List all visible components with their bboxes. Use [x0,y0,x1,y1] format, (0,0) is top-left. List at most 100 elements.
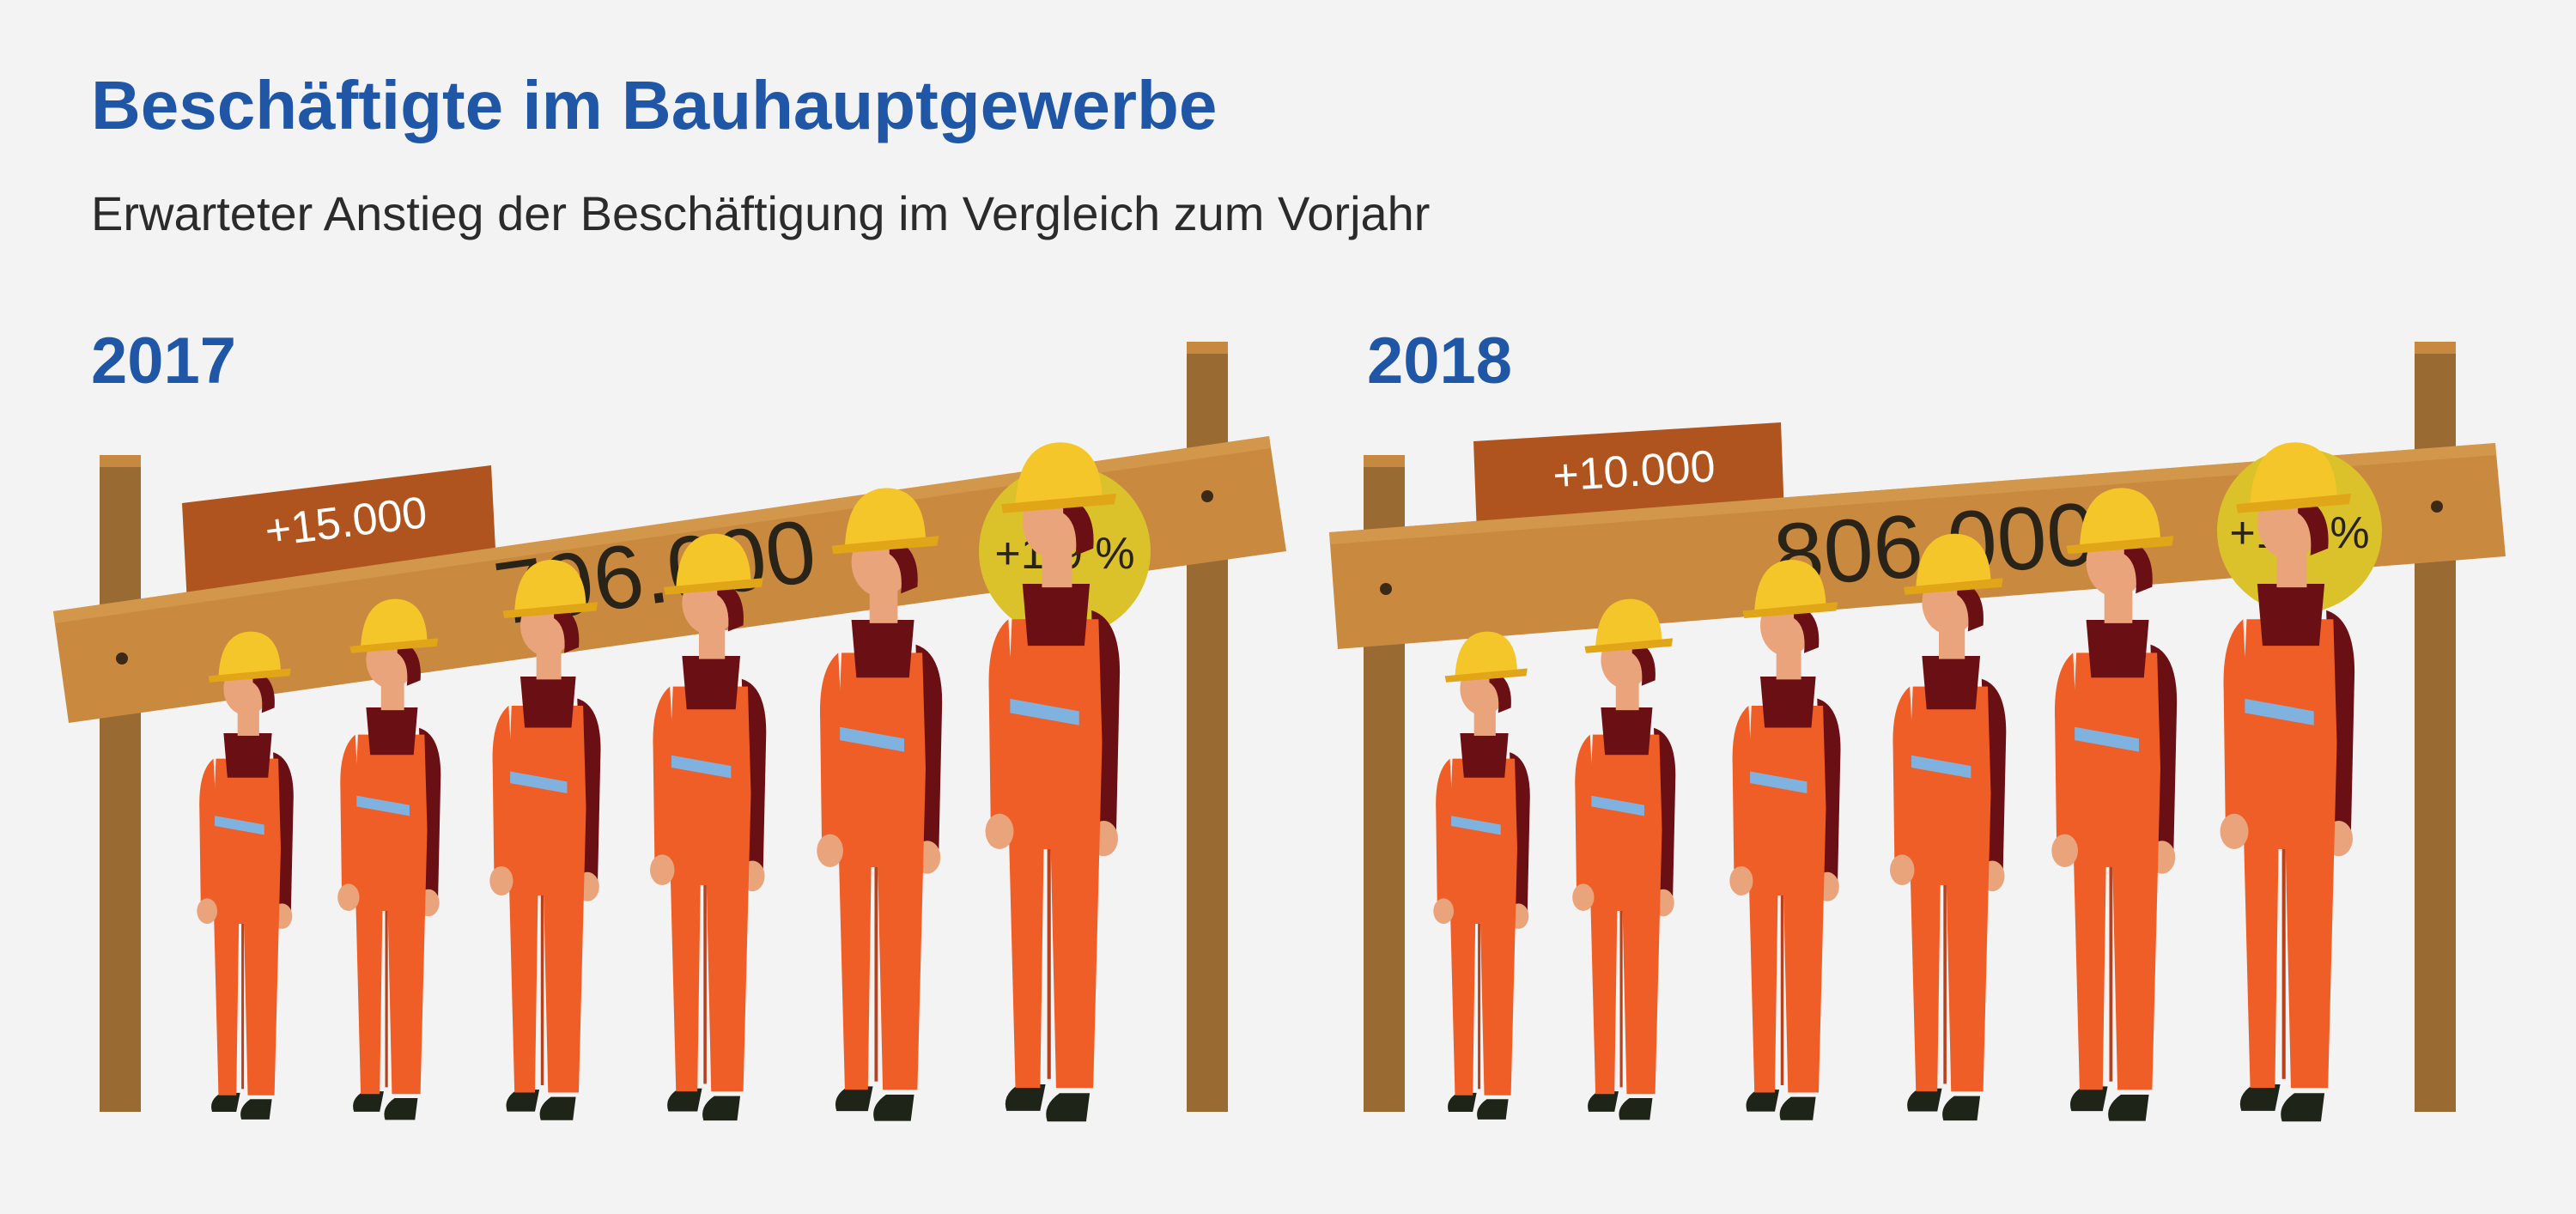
overall [212,758,281,1096]
overall [1747,706,1826,1093]
shoe-left [1448,1092,1477,1113]
shoe-left [1746,1090,1780,1112]
arm-front [199,758,216,905]
shoe-left [667,1088,702,1112]
construction-worker-icon [985,442,1121,1122]
shoe-left [1907,1088,1942,1112]
hand-front [1890,854,1915,885]
page-subtitle: Erwarteter Anstieg der Beschäftigung im … [91,186,1430,240]
overall [1449,758,1517,1096]
change-value-2018: +10.000 [1552,441,1717,501]
hair [1063,495,1094,556]
shirt [1022,584,1091,646]
hair [889,537,918,594]
helmet [1595,598,1662,646]
helmet-brim [664,578,763,595]
helmet-brim [349,638,439,653]
overall [1589,734,1662,1095]
hand-front [197,898,217,924]
helmet [676,533,751,587]
arm-front [988,619,1012,823]
reflective-stripe [2245,698,2314,725]
reflective-stripe [356,795,410,816]
construction-worker-icon [2220,442,2355,1122]
overall [1006,619,1103,1089]
shirt [223,733,272,778]
shirt [1760,677,1816,728]
arm-front [492,706,512,874]
helmet-brim [1001,493,1116,513]
helmet [2250,442,2337,505]
arm-front [1575,734,1593,891]
overall [507,706,586,1093]
panel-2017: 2017 +15.000 796.000 +1,9 % [53,325,1286,1122]
helmet [1455,631,1517,677]
year-label-2018: 2018 [1367,325,1512,398]
shoe-left [1005,1083,1046,1111]
shirt [1601,707,1653,756]
construction-worker-icon [650,533,767,1121]
hand-front [2220,813,2249,849]
helmet-brim [1584,638,1674,653]
shirt [682,656,741,710]
shoe-left [211,1092,240,1113]
reflective-stripe [1591,795,1644,816]
shoe-right [1477,1099,1509,1120]
hair [554,604,580,653]
helmet-brim [831,536,939,555]
shirt [520,677,576,728]
hand-front [489,866,513,895]
shirt [1922,656,1981,710]
left-post-2017 [100,455,141,1112]
hand-front [817,834,843,867]
hair [1794,604,1820,653]
shirt [1460,733,1509,778]
board-highlight-2018 [1329,443,2496,544]
hair [2298,495,2329,556]
shirt [2257,584,2325,646]
overall [836,653,926,1090]
hair [252,670,275,713]
shoe-right [2108,1094,2149,1121]
shoe-right [539,1096,576,1120]
shoe-left [353,1091,384,1112]
arm-front [1893,686,1913,863]
construction-worker-icon [1890,533,2007,1121]
construction-worker-icon [337,598,441,1120]
board-shape-2018 [1329,443,2506,649]
helmet [514,560,586,611]
helmet [361,598,428,646]
construction-worker-icon [817,488,943,1121]
board-nail-right-2017 [1201,490,1213,502]
helmet-brim [1444,668,1528,683]
construction-worker-icon [197,631,294,1120]
construction-worker-icon [2051,488,2178,1121]
construction-worker-icon [1433,631,1530,1120]
shoe-right [1942,1096,1981,1121]
hand-front [1572,883,1595,911]
construction-worker-icon [1729,560,1841,1120]
page-title: Beschäftigte im Bauhauptgewerbe [91,67,1217,143]
arm-front [1732,706,1752,874]
overall [2071,653,2160,1090]
hand-front [650,854,675,885]
hair [1957,580,1984,632]
helmet-brim [2066,536,2174,555]
left-post-cap-2018 [1364,455,1405,467]
hand-front [1433,898,1454,924]
helmet [844,488,926,546]
hair [1489,670,1511,713]
hair [397,640,421,686]
hair [717,580,744,632]
reflective-stripe [2075,726,2140,752]
board-nail-left-2017 [116,653,128,665]
shoe-left [2069,1086,2108,1112]
shoe-left [835,1086,873,1112]
board-highlight-2017 [53,436,1271,623]
right-post-cap-2017 [1187,342,1228,354]
year-label-2017: 2017 [91,325,236,398]
reflective-stripe [510,771,568,793]
helmet [1015,442,1103,505]
shirt [2086,620,2149,678]
